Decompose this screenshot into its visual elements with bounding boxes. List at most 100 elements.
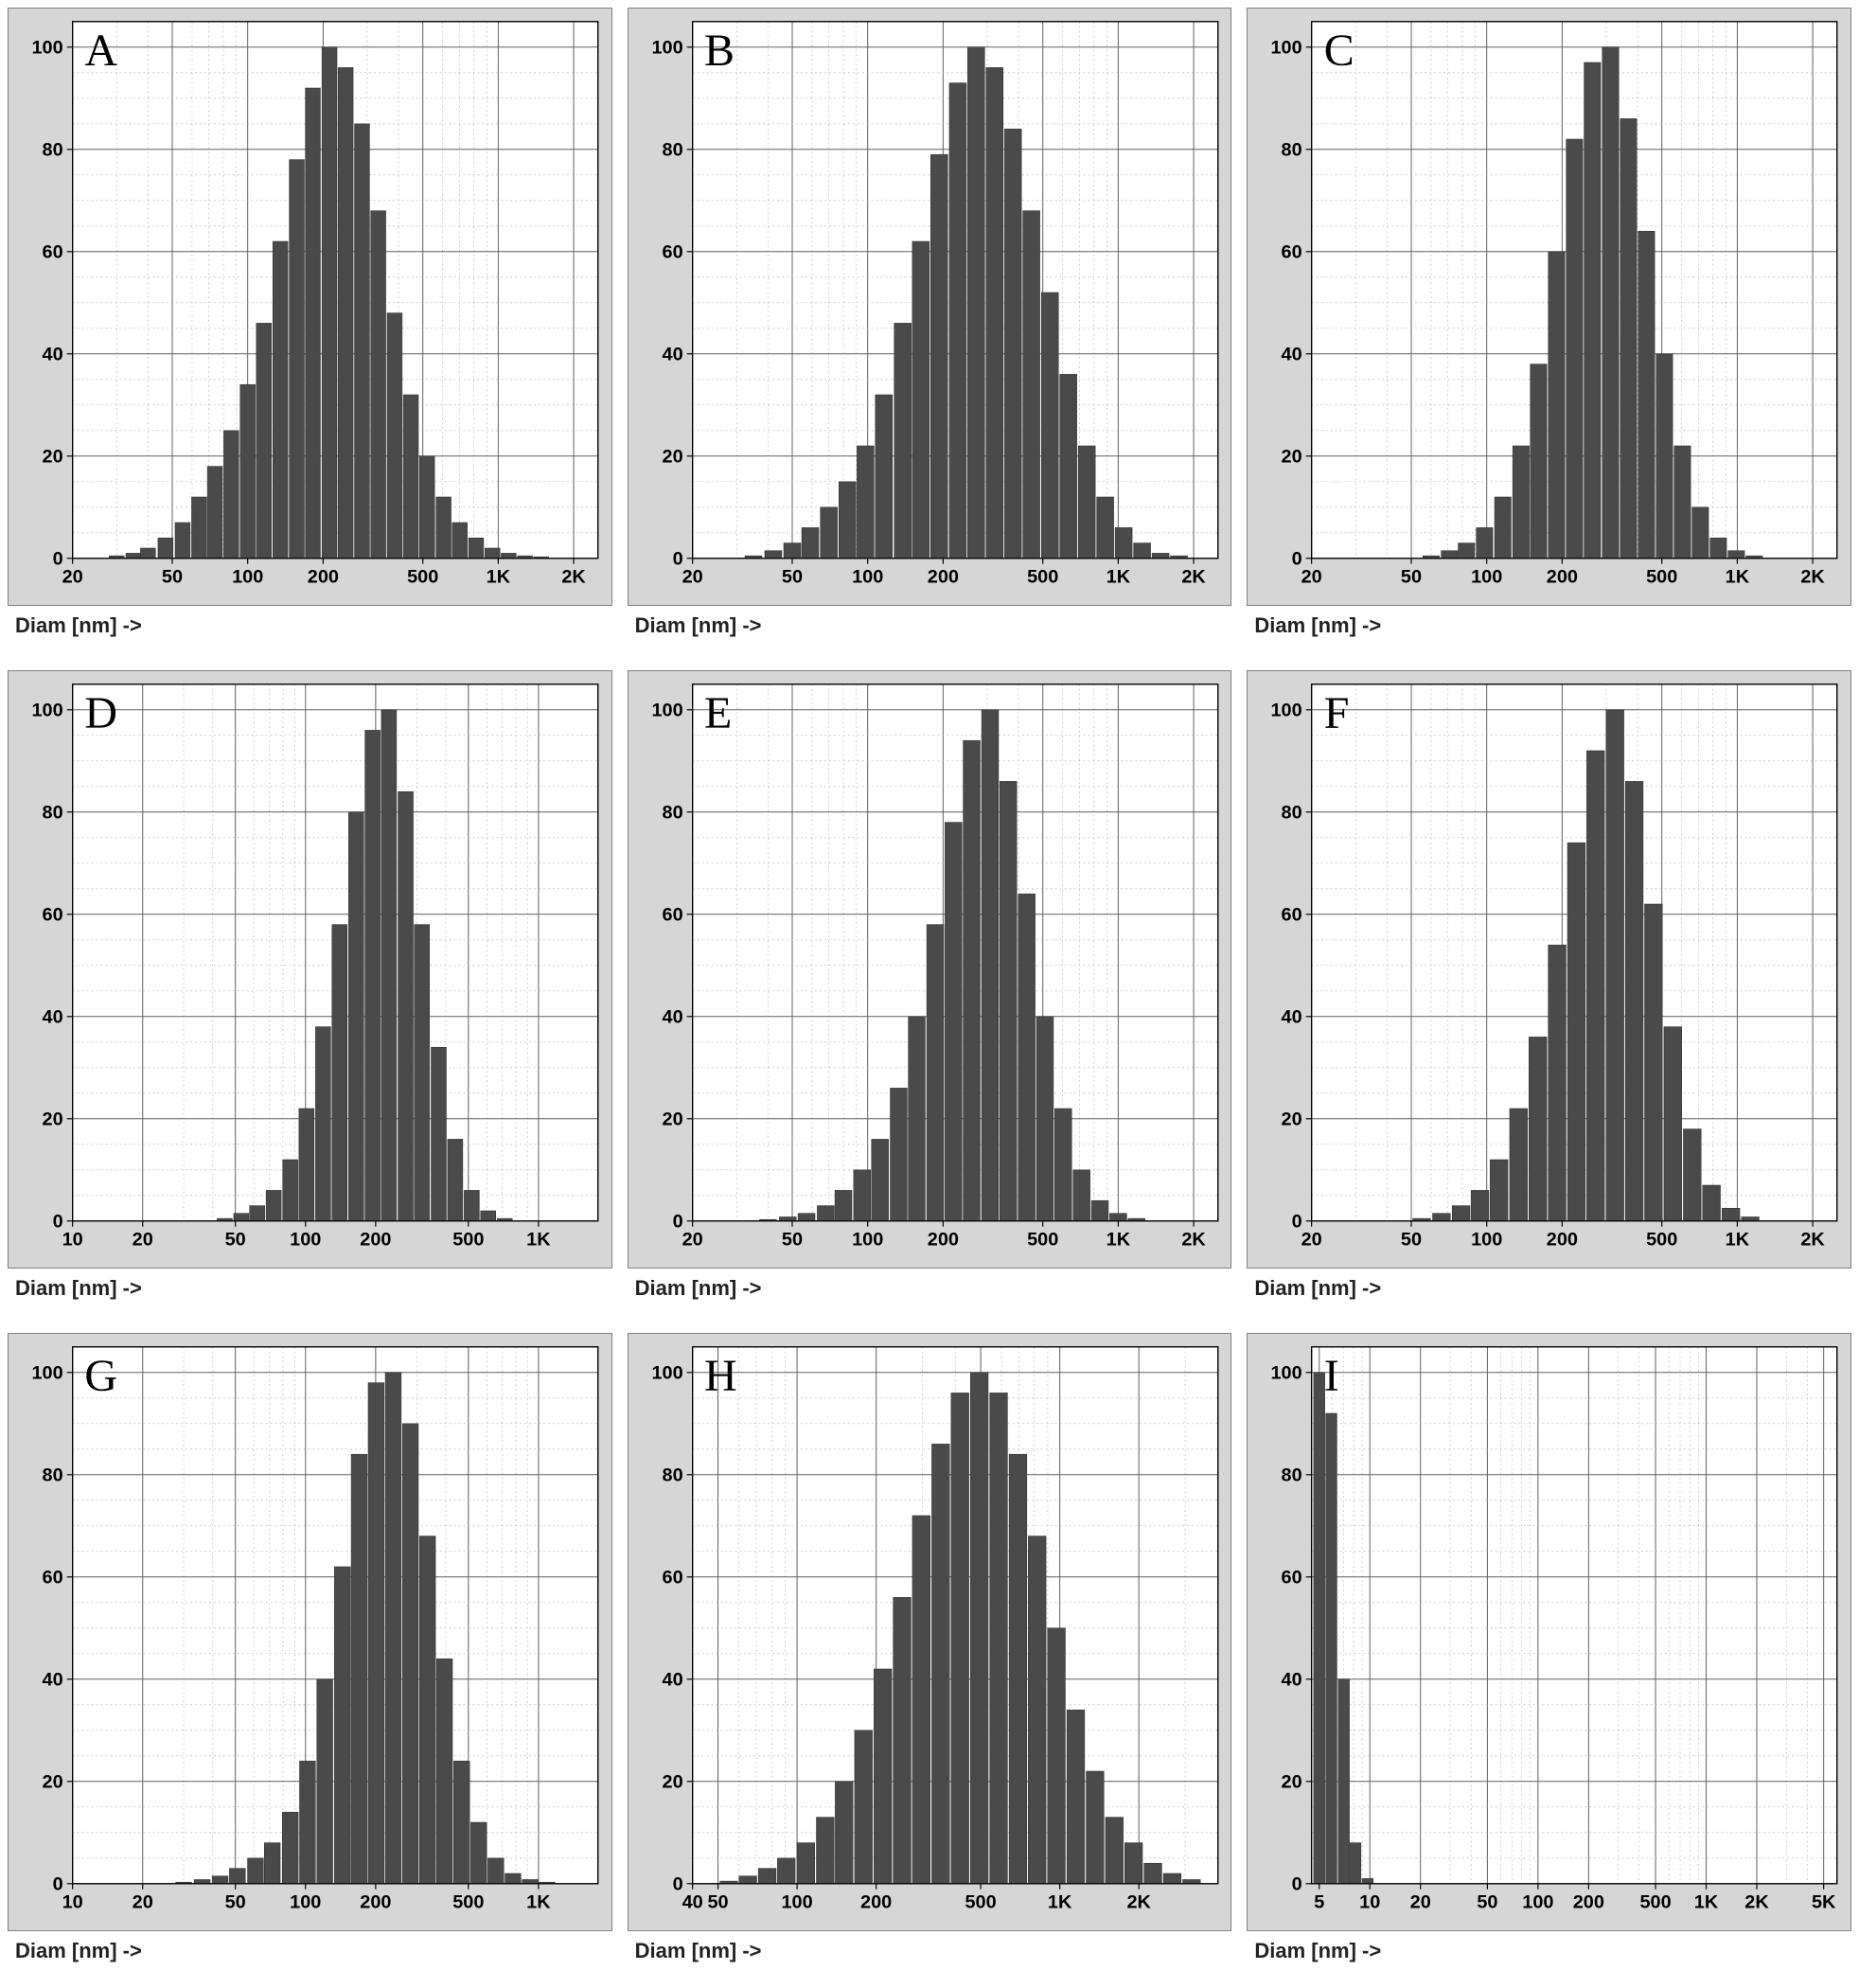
histogram-bar	[290, 160, 305, 559]
histogram-bar	[453, 1761, 469, 1884]
xtick-label: 20	[1410, 1891, 1431, 1912]
panel-background: 02040608010040501002005001K2KH	[628, 1333, 1232, 1931]
ytick-label: 80	[43, 1465, 63, 1486]
histogram-bar	[820, 507, 837, 559]
histogram-bar	[967, 47, 984, 559]
ytick-label: 40	[662, 345, 682, 365]
ytick-label: 80	[1282, 803, 1302, 824]
histogram-bar	[1710, 538, 1726, 559]
histogram-bar	[951, 1393, 969, 1883]
xtick-label: 200	[860, 1891, 892, 1912]
xtick-label: 1K	[1106, 566, 1130, 587]
histogram-bar	[240, 384, 256, 559]
histogram-bar	[481, 1211, 496, 1221]
panel-svg: 02040608010020501002005001K2K	[629, 9, 1231, 605]
histogram-bar	[1143, 1863, 1161, 1884]
histogram-bar	[464, 1190, 479, 1220]
ytick-label: 40	[43, 1007, 63, 1028]
histogram-bar	[402, 1424, 418, 1884]
histogram-bar	[1350, 1843, 1361, 1884]
x-axis-label: Diam [nm] ->	[628, 1269, 1232, 1301]
histogram-bar	[1078, 446, 1095, 559]
histogram-bar	[334, 1567, 350, 1884]
xtick-label: 100	[1523, 1891, 1554, 1912]
panel-I: 02040608010051020501002005001K2K5KIDiam …	[1239, 1325, 1859, 1988]
histogram-bar	[1602, 47, 1619, 559]
panel-letter: H	[704, 1350, 737, 1402]
histogram-bar	[175, 523, 190, 559]
panel-background: 02040608010051020501002005001K2K5KI	[1247, 1333, 1851, 1931]
histogram-bar	[505, 1873, 522, 1884]
histogram-bar	[1728, 551, 1744, 559]
xtick-label: 50	[162, 566, 183, 587]
histogram-bar	[1472, 1190, 1490, 1220]
xtick-label: 40	[682, 1891, 702, 1912]
ytick-label: 100	[651, 38, 682, 59]
histogram-bar	[266, 1190, 281, 1220]
histogram-bar	[802, 527, 819, 558]
ytick-label: 80	[662, 140, 682, 161]
ytick-label: 40	[1282, 345, 1302, 365]
histogram-bar	[1109, 1214, 1126, 1221]
xtick-label: 20	[1301, 566, 1322, 587]
xtick-label: 500	[452, 1891, 484, 1912]
xtick-label: 1K	[1726, 566, 1750, 587]
x-axis-label: Diam [nm] ->	[628, 606, 1232, 638]
ytick-label: 40	[43, 1670, 63, 1691]
histogram-bar	[212, 1876, 228, 1884]
histogram-bar	[871, 1139, 888, 1220]
histogram-bar	[930, 154, 947, 559]
histogram-bar	[355, 124, 370, 559]
xtick-label: 500	[1027, 566, 1058, 587]
histogram-bar	[365, 730, 381, 1220]
histogram-bar	[1059, 374, 1076, 558]
histogram-bar	[1133, 543, 1150, 559]
xtick-label: 200	[927, 566, 958, 587]
ytick-label: 20	[1282, 447, 1302, 468]
xtick-label: 1K	[526, 1891, 551, 1912]
x-axis-label: Diam [nm] ->	[1247, 1269, 1851, 1301]
panel-H: 02040608010040501002005001K2KHDiam [nm] …	[620, 1325, 1240, 1988]
xtick-label: 20	[682, 1229, 702, 1250]
histogram-bar	[1723, 1208, 1741, 1221]
histogram-bar	[1453, 1206, 1471, 1221]
xtick-label: 50	[225, 1229, 246, 1250]
xtick-label: 500	[407, 566, 438, 587]
histogram-bar	[1549, 945, 1567, 1221]
histogram-bar	[419, 456, 434, 559]
xtick-label: 200	[1547, 566, 1578, 587]
histogram-bar	[351, 1454, 367, 1884]
ytick-label: 60	[1282, 1568, 1302, 1589]
histogram-bar	[1022, 211, 1039, 559]
xtick-label: 500	[1646, 566, 1677, 587]
histogram-bar	[890, 1088, 907, 1220]
xtick-label: 2K	[1801, 1229, 1826, 1250]
histogram-bar	[1674, 446, 1691, 559]
histogram-bar	[1549, 252, 1565, 559]
histogram-bar	[912, 1516, 930, 1884]
histogram-bar	[835, 1190, 852, 1220]
panel-svg: 02040608010020501002005001K2K	[1248, 671, 1850, 1268]
xtick-label: 500	[1646, 1229, 1677, 1250]
ytick-label: 20	[1282, 1772, 1302, 1793]
panel-svg: 0204060801001020501002005001K	[9, 1334, 611, 1930]
histogram-bar	[250, 1206, 265, 1221]
histogram-bar	[853, 1170, 870, 1221]
ytick-label: 20	[662, 1772, 682, 1793]
xtick-label: 500	[965, 1891, 996, 1912]
histogram-bar	[1091, 1200, 1108, 1221]
histogram-bar	[931, 1444, 949, 1883]
xtick-label: 200	[360, 1891, 391, 1912]
histogram-bar	[874, 1669, 892, 1884]
histogram-bar	[908, 1017, 925, 1221]
histogram-bar	[234, 1214, 249, 1221]
histogram-bar	[1433, 1214, 1451, 1221]
xtick-label: 100	[290, 1229, 321, 1250]
xtick-label: 100	[852, 566, 883, 587]
xtick-label: 100	[1471, 566, 1502, 587]
histogram-bar	[927, 925, 944, 1221]
histogram-bar	[797, 1843, 815, 1884]
histogram-bar	[273, 241, 288, 559]
ytick-label: 100	[651, 701, 682, 721]
xtick-label: 2K	[1126, 1891, 1151, 1912]
